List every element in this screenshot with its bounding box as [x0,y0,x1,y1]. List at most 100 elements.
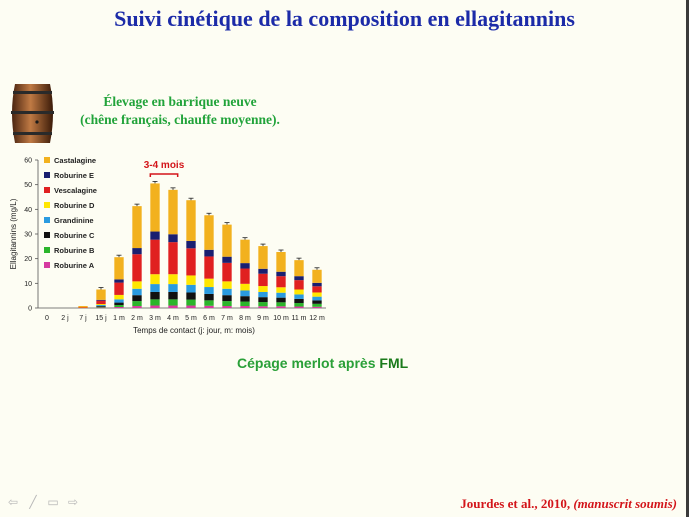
slide-title: Suivi cinétique de la composition en ell… [114,6,575,31]
legend-label: Grandinine [54,216,94,225]
bar-segment [204,249,214,257]
bar-segment [258,286,268,292]
chart-legend: Castalagine Roburine E Vescalagine Roburine… [44,156,97,270]
bar-segment [150,299,160,306]
bar-segment [150,291,160,300]
bar-segment [114,305,124,308]
barrel-image [11,84,54,143]
bar-segment [294,303,304,307]
elevage-line-2: (chêne français, chauffe moyenne). [80,112,280,127]
bar-segment [132,306,142,308]
bar-segment [186,275,196,285]
bar-segment [186,284,196,293]
chart-annotation: 3-4 mois [144,160,185,177]
bar-segment [312,296,322,301]
legend-label: Vescalagine [54,186,97,195]
annotation-bracket [149,173,179,177]
bar-segment [276,292,286,298]
x-tick-label: 15 j [95,315,107,322]
bar-segment [114,299,124,303]
legend-swatch [44,232,50,238]
bar-segment [204,215,214,250]
bar-segment [150,284,160,292]
bar-segment [186,240,196,249]
bar-segment [114,282,124,295]
elevage-line-1: Élevage en barrique neuve [103,94,257,109]
bar-segment [204,256,214,279]
bar-segment [276,276,286,288]
bar-segment [240,268,250,284]
x-tick-label: 0 [45,315,49,322]
bar-segment [240,290,250,297]
bar-segment [150,231,160,240]
y-axis-label: Ellagitannins (mg/L) [9,198,18,269]
x-axis-label: Temps de contact (j: jour, m: mois) [133,326,255,335]
bar-segment [222,295,232,302]
legend-swatch [44,247,50,253]
bar-segment [96,304,106,306]
bar-segment [114,257,124,280]
bar-segment [294,289,304,295]
bar-segment [186,248,196,276]
x-tick-label: 7 j [79,315,87,322]
x-tick-label: 9 m [257,315,269,322]
legend-swatch [44,157,50,163]
x-tick-label: 8 m [239,315,251,322]
bar-segment [276,302,286,307]
ellagitannin-stacked-bar-chart: 0 10 20 30 40 50 60 Ellagitannins (mg/L) Temps d… [9,156,326,335]
bar-segment [240,306,250,308]
bar-segment [312,303,322,307]
bar-segment [294,276,304,281]
bar-segment [222,262,232,282]
bar-segment [168,189,178,235]
bar-segment [204,287,214,294]
screen-icon[interactable]: ▭ [47,495,59,509]
bar-segment [78,306,88,308]
bar-segment [96,307,106,309]
legend-label: Roburine D [54,201,95,210]
bar-segment [132,301,142,307]
bar-segment [294,260,304,277]
bar-segment [186,200,196,241]
bar-segment [222,301,232,307]
bar-segment [222,224,232,257]
bar-segment [276,287,286,293]
bar-segment [204,300,214,306]
bar-segment [96,306,106,307]
bar-segment [240,283,250,291]
cepage-caption: Cépage merlot après FML [237,355,408,371]
back-arrow-icon[interactable]: ⇦ [7,495,19,509]
bar-segment [168,274,178,285]
bar-segment [114,307,124,308]
bar-segment [150,183,160,232]
reference-main: Jourdes et al., 2010, [460,496,574,511]
bar-segment [276,297,286,303]
legend-label: Roburine B [54,246,95,255]
bar-segment [276,271,286,277]
bar-segment [222,281,232,289]
bar-segment [186,292,196,300]
bar-segment [96,305,106,307]
bar-segment [222,256,232,263]
reference-italic: (manuscrit soumis) [573,496,677,511]
elevage-caption: Élevage en barrique neuve (chêne françai… [60,93,300,129]
legend-swatch [44,187,50,193]
x-tick-label: 6 m [203,315,215,322]
bar-segment [114,302,124,306]
bar-segment [168,305,178,308]
legend-label: Roburine C [54,231,95,240]
y-tick-label: 50 [24,182,32,189]
bar-segment [294,280,304,290]
bar-segment [222,306,232,308]
legend-swatch [44,262,50,268]
pen-icon[interactable]: ╱ [29,495,37,509]
bar-segment [150,239,160,275]
forward-arrow-icon[interactable]: ⇨ [67,495,79,509]
bar-segment [186,305,196,308]
bar-segment [312,300,322,304]
y-tick-label: 30 [24,232,32,239]
bar-segment [114,294,124,300]
bar-segment [168,284,178,292]
x-tick-label: 10 m [273,315,289,322]
bar-segment [150,274,160,285]
